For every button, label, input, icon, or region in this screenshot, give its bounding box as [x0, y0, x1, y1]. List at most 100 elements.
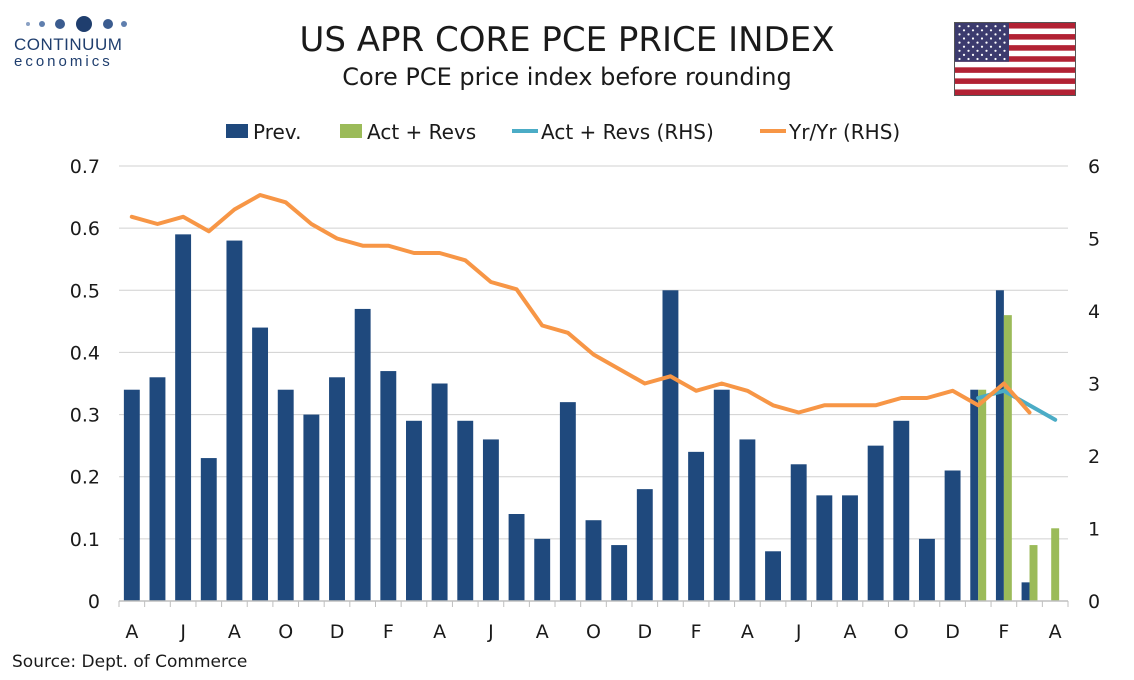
flag-star — [962, 45, 966, 48]
y-right-tick-label: 2 — [1088, 446, 1100, 468]
x-tick-label: J — [487, 621, 494, 643]
bar-prev — [534, 538, 551, 601]
y-right-tick-label: 1 — [1088, 519, 1100, 541]
flag-star — [989, 29, 993, 32]
bar-prev — [688, 451, 705, 601]
bar-prev — [867, 445, 884, 601]
bar-prev — [1021, 582, 1030, 601]
bar-prev — [944, 470, 961, 601]
flag-star — [1003, 33, 1006, 36]
flag-star — [998, 45, 1002, 48]
flag-star — [958, 33, 961, 36]
flag-star — [971, 53, 975, 56]
flag-star — [980, 37, 984, 40]
bar-prev — [482, 439, 499, 601]
flag-star — [976, 33, 979, 36]
y-left-tick-label: 0.4 — [70, 342, 100, 364]
logo-wordmark: CONTINUUM — [14, 35, 123, 54]
flag-star — [958, 41, 961, 44]
bar-prev — [406, 420, 422, 601]
bar-act — [1051, 528, 1060, 601]
bar-prev — [200, 458, 217, 601]
x-tick-label: F — [691, 621, 702, 643]
y-right-tick-label: 6 — [1088, 156, 1100, 178]
flag-star — [985, 25, 988, 28]
bar-prev — [995, 290, 1004, 601]
flag-star — [985, 41, 988, 44]
y-right-ticks: 0 1 2 3 4 5 6 — [1088, 156, 1100, 613]
flag-star — [971, 37, 975, 40]
x-tick-label: O — [586, 621, 601, 643]
bar-prev — [226, 240, 243, 602]
flag-star — [998, 29, 1002, 32]
flag-star — [976, 57, 979, 61]
bar-prev — [457, 420, 474, 601]
bar-act — [978, 389, 987, 601]
y-right-tick-label: 3 — [1088, 374, 1100, 396]
flag-star — [971, 45, 975, 48]
chart-title: US APR CORE PCE PRICE INDEX — [299, 20, 835, 60]
source-note: Source: Dept. of Commerce — [12, 652, 248, 672]
flag-star — [998, 53, 1002, 56]
series-act-bars — [978, 315, 1060, 601]
y-left-tick-label: 0.1 — [70, 529, 100, 551]
flag-star — [962, 29, 966, 32]
bar-prev — [431, 383, 448, 601]
x-tick-label: A — [536, 621, 549, 643]
flag-star — [976, 41, 979, 44]
chart-subtitle: Core PCE price index before rounding — [342, 63, 792, 91]
flag-star — [967, 25, 970, 28]
bar-prev — [918, 538, 935, 601]
flag-star — [967, 57, 970, 61]
flag-star — [967, 41, 970, 44]
bar-prev — [816, 495, 833, 601]
flag-star — [985, 49, 988, 52]
bar-prev — [662, 290, 679, 601]
x-tick-label: A — [228, 621, 241, 643]
y-left-tick-label: 0.7 — [70, 156, 100, 178]
us-flag-graphic — [955, 23, 1075, 95]
bar-prev — [175, 234, 192, 601]
flag-star — [971, 29, 975, 32]
y-left-tick-label: 0 — [88, 591, 100, 613]
bar-prev — [123, 389, 140, 601]
bar-prev — [329, 377, 345, 601]
line-yoy-rhs — [129, 193, 1032, 415]
flag-star — [994, 25, 997, 28]
y-left-tick-label: 0.6 — [70, 218, 100, 240]
bar-prev — [354, 308, 371, 601]
flag-star — [980, 45, 984, 48]
flag-star — [985, 33, 988, 36]
legend-swatch — [340, 124, 362, 138]
bar-prev — [842, 495, 858, 601]
legend: Prev. Act + Revs Act + Revs (RHS) Yr/Yr (RH… — [226, 120, 900, 144]
x-tick-label: A — [843, 621, 856, 643]
flag-star — [1003, 25, 1006, 28]
flag-star — [994, 49, 997, 52]
flag-star — [994, 33, 997, 36]
bar-prev — [149, 377, 166, 601]
bar-act — [1003, 315, 1012, 601]
legend-label: Act + Revs — [367, 120, 476, 144]
flag-star — [958, 49, 961, 52]
x-tick-label: D — [945, 621, 960, 643]
legend-label: Act + Revs (RHS) — [541, 120, 714, 144]
bar-prev — [585, 520, 602, 601]
flag-star — [989, 45, 993, 48]
x-tick-label: O — [894, 621, 909, 643]
x-tick-label: O — [278, 621, 293, 643]
flag-star — [958, 57, 961, 61]
x-tick-label: F — [383, 621, 394, 643]
x-tick-label: J — [179, 621, 186, 643]
flag-star — [1003, 49, 1006, 52]
y-left-tick-label: 0.2 — [70, 467, 100, 489]
x-tick-label: A — [741, 621, 754, 643]
bar-prev — [508, 514, 525, 601]
x-tick-label: A — [125, 621, 138, 643]
flag-star — [985, 57, 988, 61]
flag-star — [962, 37, 966, 40]
logo-dots — [14, 14, 144, 34]
legend-label: Prev. — [253, 120, 301, 144]
flag-star — [967, 49, 970, 52]
